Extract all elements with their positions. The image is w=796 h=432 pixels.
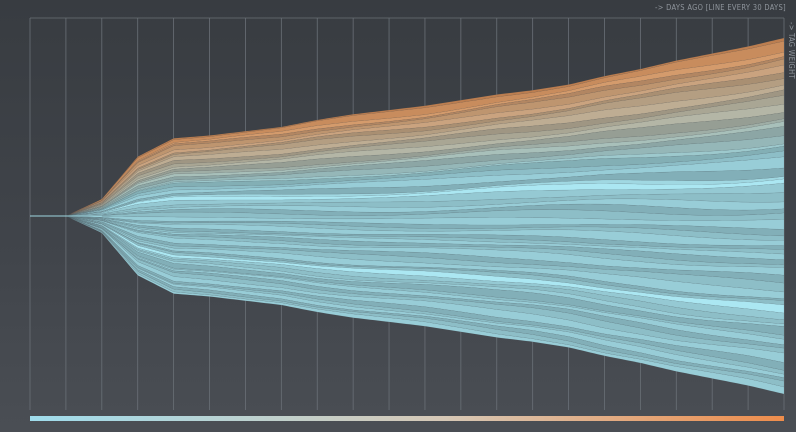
stream-layer: [30, 150, 785, 217]
timeline-color-bar: [30, 416, 784, 421]
stream-layer: [30, 72, 785, 217]
stream-layer: [30, 121, 785, 217]
stream-layer: [30, 215, 785, 261]
stream-layer: [30, 56, 785, 217]
stream-layer: [30, 215, 785, 375]
stream-layer: [30, 215, 785, 349]
stream-layer: [30, 41, 785, 217]
stream-layer: [30, 215, 785, 250]
stream-layer: [30, 215, 785, 299]
stream-layer: [30, 182, 785, 217]
stream-layer: [30, 118, 785, 217]
stream-layer: [30, 215, 785, 241]
stream-layer: [30, 215, 785, 230]
stream-layer: [30, 135, 785, 217]
stream-layer: [30, 64, 785, 217]
stream-layer: [30, 215, 785, 345]
stream-layer: [30, 112, 785, 217]
y-axis-label: -> TAG WEIGHT: [787, 22, 796, 79]
x-axis-label: -> DAYS AGO [LINE EVERY 30 DAYS]: [655, 3, 786, 12]
stream-layer: [30, 78, 785, 217]
stream-layer: [30, 52, 785, 217]
stream-layer: [30, 215, 785, 395]
stream-layer: [30, 104, 785, 217]
stream-layer: [30, 215, 785, 354]
stream-layer: [30, 156, 785, 217]
stream-layer: [30, 167, 785, 217]
stream-layer: [30, 215, 785, 324]
stream-layer: [30, 215, 785, 268]
stream-layer: [30, 145, 785, 217]
stream-layer: [30, 215, 785, 388]
stream-layers: [30, 37, 785, 395]
